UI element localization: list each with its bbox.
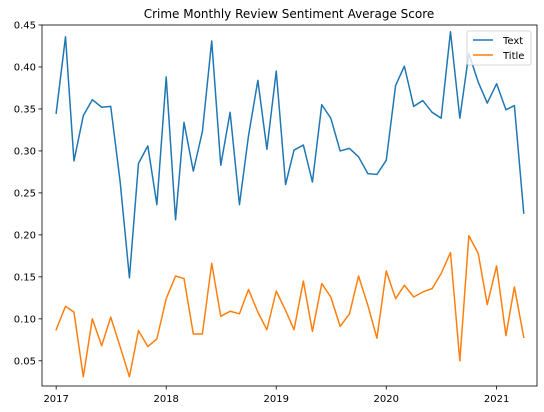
- x-tick-label: 2021: [484, 394, 509, 405]
- legend: Text Title: [466, 30, 532, 66]
- x-tick-label: 2019: [264, 394, 289, 405]
- legend-label-text: Text: [502, 36, 523, 47]
- x-tick-label: 2018: [153, 394, 178, 405]
- y-axis: 0.05 0.10 0.15 0.20 0.25 0.30 0.35 0.40 0.45: [14, 21, 42, 367]
- x-tick-label: 2020: [374, 394, 399, 405]
- series-line-text: [55, 30, 525, 279]
- y-tick-label: 0.05: [14, 356, 36, 367]
- y-tick-label: 0.35: [14, 104, 36, 115]
- series-layer: [55, 30, 525, 378]
- x-axis: 2017 2018 2019 2020 2021: [43, 386, 509, 405]
- plot-area-frame: [41, 24, 538, 387]
- chart-title: Crime Monthly Review Sentiment Average S…: [144, 7, 435, 21]
- legend-label-title: Title: [502, 51, 524, 62]
- series-line-title: [55, 234, 525, 378]
- y-tick-label: 0.40: [14, 62, 36, 73]
- y-tick-label: 0.10: [14, 314, 36, 325]
- y-tick-label: 0.15: [14, 272, 36, 283]
- y-tick-label: 0.20: [14, 230, 36, 241]
- y-tick-label: 0.45: [14, 21, 36, 32]
- y-tick-label: 0.30: [14, 146, 36, 157]
- y-tick-label: 0.25: [14, 188, 36, 199]
- x-tick-label: 2017: [43, 394, 68, 405]
